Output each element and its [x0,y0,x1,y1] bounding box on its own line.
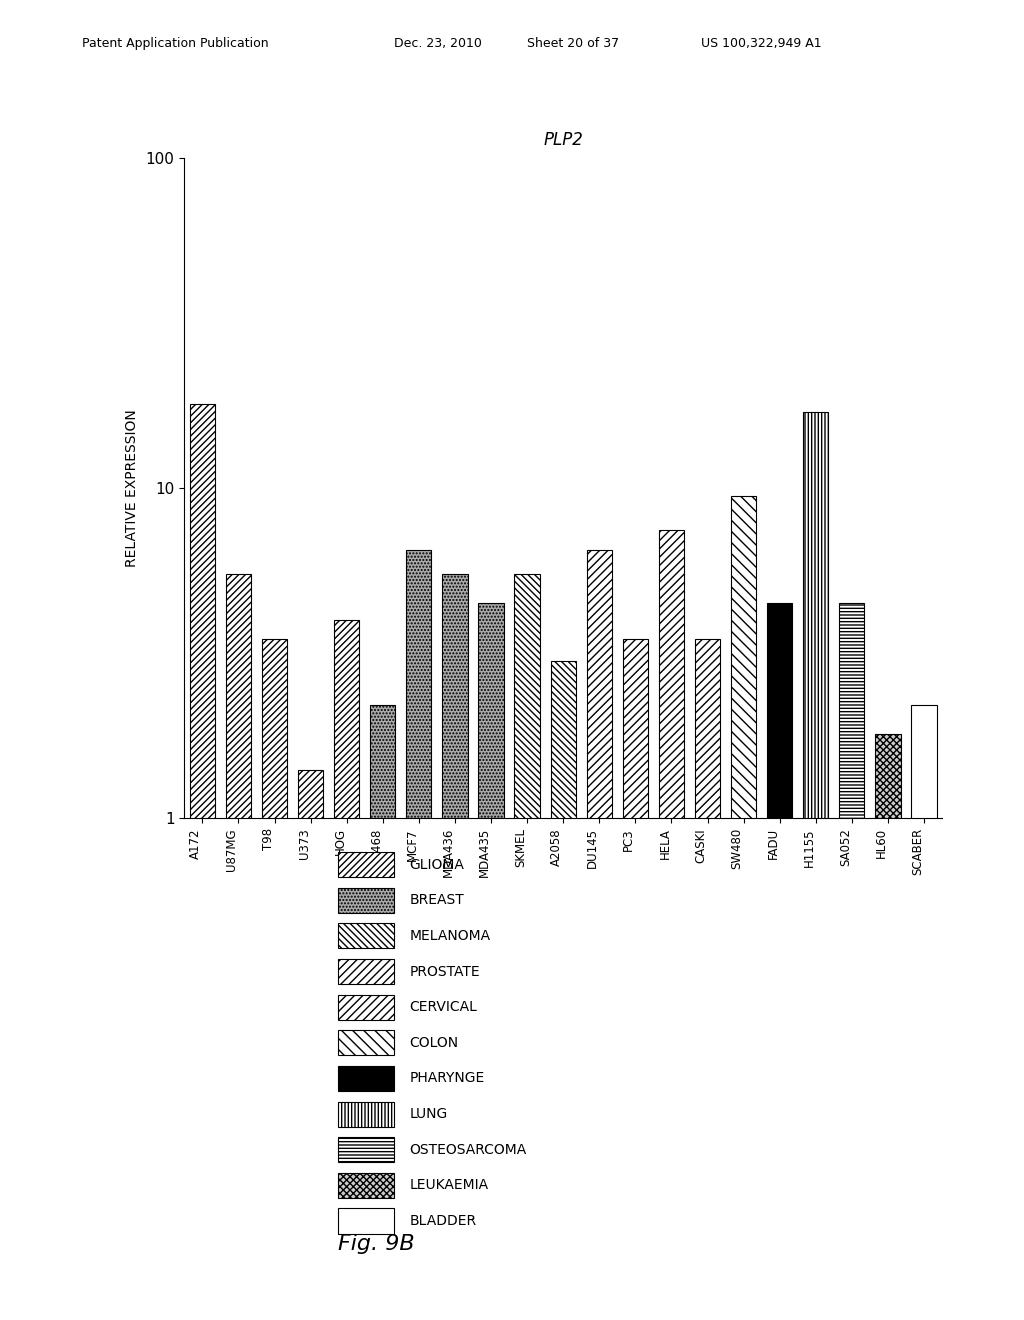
Bar [551,661,575,1320]
Bar [623,639,648,1320]
Text: US 100,322,949 A1: US 100,322,949 A1 [701,37,822,50]
Text: Dec. 23, 2010: Dec. 23, 2010 [394,37,482,50]
Bar [658,529,684,1320]
Bar [338,1138,394,1163]
Text: PHARYNGE: PHARYNGE [410,1072,484,1085]
Bar [442,574,468,1320]
Bar [803,412,828,1320]
Bar [338,995,394,1020]
Text: CERVICAL: CERVICAL [410,1001,477,1014]
Bar [338,1030,394,1056]
Text: GLIOMA: GLIOMA [410,858,465,871]
Text: PROSTATE: PROSTATE [410,965,480,978]
Text: BREAST: BREAST [410,894,464,907]
Bar [338,924,394,948]
Bar [407,550,431,1320]
Bar [911,705,937,1320]
Bar [338,853,394,878]
Bar [338,958,394,985]
Text: Sheet 20 of 37: Sheet 20 of 37 [527,37,620,50]
Bar [695,639,720,1320]
Bar [334,619,359,1320]
Bar [338,1067,394,1090]
Bar [338,1101,394,1127]
Title: PLP2: PLP2 [544,131,583,149]
Text: LEUKAEMIA: LEUKAEMIA [410,1179,488,1192]
Text: OSTEOSARCOMA: OSTEOSARCOMA [410,1143,527,1156]
Bar [731,496,757,1320]
Bar [840,603,864,1320]
Text: COLON: COLON [410,1036,459,1049]
Text: MELANOMA: MELANOMA [410,929,490,942]
Bar [226,574,251,1320]
Text: Patent Application Publication: Patent Application Publication [82,37,268,50]
Bar [876,734,900,1320]
Bar [338,888,394,913]
Bar [514,574,540,1320]
Bar [478,603,504,1320]
Bar [298,770,324,1320]
Bar [189,404,215,1320]
Bar [262,639,287,1320]
Text: LUNG: LUNG [410,1107,447,1121]
Text: BLADDER: BLADDER [410,1214,477,1228]
Bar [338,1173,394,1199]
Y-axis label: RELATIVE EXPRESSION: RELATIVE EXPRESSION [125,409,139,568]
Bar [370,705,395,1320]
Bar [338,1209,394,1233]
Text: Fig. 9B: Fig. 9B [338,1234,415,1254]
Bar [587,550,612,1320]
Bar [767,603,793,1320]
